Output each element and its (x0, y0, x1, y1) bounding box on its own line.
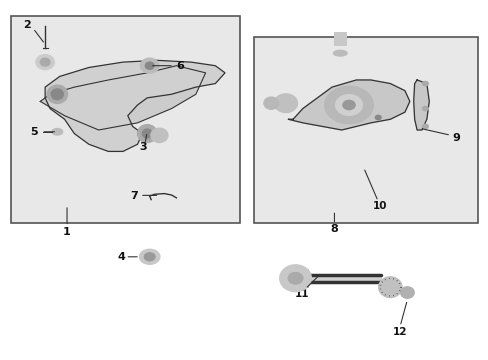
Polygon shape (40, 66, 205, 130)
Ellipse shape (335, 95, 362, 115)
PathPatch shape (45, 60, 224, 152)
Ellipse shape (145, 62, 154, 69)
Ellipse shape (422, 124, 427, 129)
Ellipse shape (287, 273, 302, 284)
Ellipse shape (279, 265, 311, 292)
Text: 7: 7 (129, 191, 137, 201)
Ellipse shape (342, 100, 354, 110)
Text: 11: 11 (294, 289, 308, 298)
Ellipse shape (400, 287, 413, 298)
Bar (334, 32, 346, 46)
Ellipse shape (422, 81, 427, 86)
Ellipse shape (151, 128, 167, 143)
Ellipse shape (264, 97, 278, 109)
Text: 2: 2 (23, 19, 30, 30)
Text: 4: 4 (117, 252, 125, 262)
Text: 10: 10 (372, 201, 386, 211)
Ellipse shape (374, 115, 380, 120)
Text: 1: 1 (63, 227, 71, 237)
Text: 3: 3 (139, 142, 147, 152)
Bar (11, 16, 239, 223)
Polygon shape (287, 80, 409, 130)
Ellipse shape (378, 277, 401, 297)
Ellipse shape (36, 55, 54, 69)
Ellipse shape (40, 58, 50, 66)
Ellipse shape (324, 86, 372, 124)
Ellipse shape (51, 89, 63, 100)
Ellipse shape (144, 253, 155, 261)
Ellipse shape (137, 125, 157, 143)
Ellipse shape (333, 50, 346, 56)
Ellipse shape (140, 58, 159, 73)
Text: 8: 8 (330, 224, 338, 234)
Ellipse shape (422, 107, 427, 111)
Text: 12: 12 (392, 327, 407, 337)
Ellipse shape (52, 129, 62, 135)
Text: 9: 9 (451, 133, 459, 143)
Ellipse shape (46, 85, 68, 104)
Bar (254, 37, 477, 223)
Ellipse shape (139, 249, 160, 264)
Text: 6: 6 (176, 61, 184, 71)
Polygon shape (413, 80, 428, 130)
Ellipse shape (274, 94, 297, 112)
Ellipse shape (142, 129, 152, 138)
Text: 5: 5 (31, 127, 38, 137)
Bar (334, 32, 346, 46)
